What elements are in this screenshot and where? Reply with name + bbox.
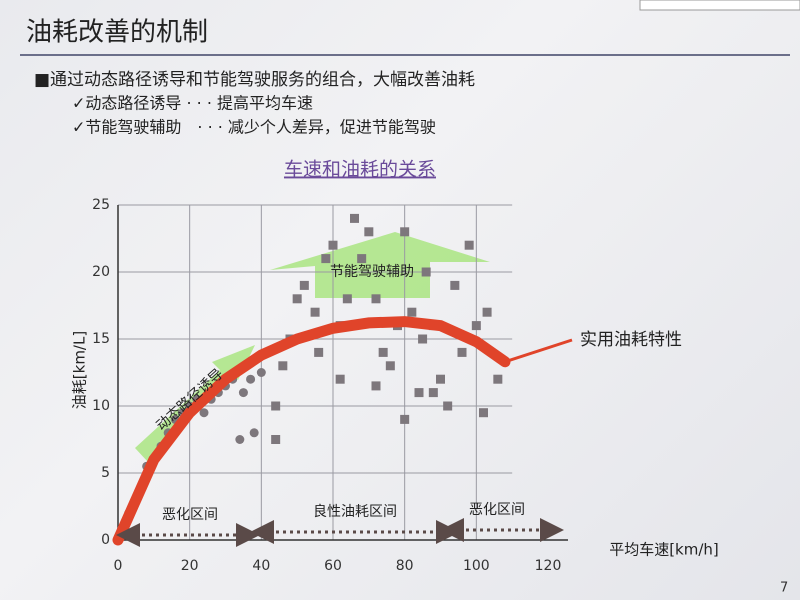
header-box [639, 0, 800, 11]
page-number: 7 [780, 581, 788, 596]
scatter-point [418, 334, 428, 344]
y-tick-label: 25 [92, 197, 110, 213]
scatter-point [371, 381, 381, 391]
x-tick-label: 100 [463, 558, 490, 574]
annotation: 节能驾驶辅助 [330, 264, 414, 280]
scatter-point [464, 240, 474, 250]
callout-line [504, 338, 573, 364]
curve-label: 实用油耗特性 [580, 330, 682, 350]
x-tick-label: 60 [324, 558, 342, 574]
scatter-point [238, 388, 248, 398]
scatter-point [436, 374, 445, 384]
scatter-point [342, 294, 352, 304]
scatter-point [292, 294, 302, 304]
x-tick-label: 120 [535, 558, 562, 574]
scatter-point [443, 401, 453, 411]
annotation: 良性油耗区间 [313, 504, 397, 520]
scatter-point [421, 267, 431, 277]
scatter-point [479, 408, 488, 418]
x-axis-label: 平均车速[km/h] [609, 541, 719, 559]
scatter-point [310, 307, 320, 317]
scatter-point [235, 435, 245, 444]
y-tick-label: 15 [92, 331, 110, 347]
scatter-point [378, 347, 388, 357]
x-tick-label: 0 [114, 558, 123, 574]
eco-arrow [270, 232, 490, 298]
scatter-point [314, 347, 324, 357]
y-tick-label: 0 [101, 532, 110, 548]
scatter-point [278, 361, 288, 371]
characteristic-curve [112, 316, 511, 546]
scatter-point [335, 374, 345, 384]
scatter-point [400, 414, 410, 424]
y-tick-label: 5 [101, 465, 110, 481]
scatter-point [321, 254, 331, 264]
x-tick-label: 80 [396, 558, 414, 574]
scatter-point [385, 361, 395, 371]
chart-title: 车速和油耗的关系 [284, 159, 436, 181]
scatter-point [471, 321, 481, 331]
scatter-point [457, 347, 467, 357]
annotation: 恶化区间 [162, 507, 218, 523]
scatter-point [414, 388, 424, 398]
sub-bullet: ✓动态路径诱导 · · · 提高平均车速 [72, 94, 313, 113]
scatter-point [350, 213, 359, 223]
scatter-point [428, 388, 438, 398]
scatter-point [450, 280, 460, 290]
y-tick-label: 10 [92, 398, 110, 414]
scatter-point [271, 435, 281, 444]
scatter-point [364, 227, 374, 237]
scatter-point [256, 368, 266, 377]
scatter-point [493, 374, 503, 384]
scatter-point [482, 307, 492, 317]
scatter-point [400, 227, 410, 237]
scatter-point [371, 294, 381, 304]
y-tick-label: 20 [92, 264, 110, 280]
y-axis-label: 油耗[km/L] [71, 331, 89, 409]
scatter-point [271, 401, 281, 411]
scatter-point [357, 254, 367, 264]
slide-title: 油耗改善的机制 [26, 18, 208, 48]
scatter-point [249, 428, 259, 438]
scatter-point [299, 280, 309, 290]
scatter-point [199, 408, 209, 418]
annotation: 恶化区间 [469, 502, 525, 518]
bullet: ■通过动态路径诱导和节能驾驶服务的组合，大幅改善油耗 [34, 70, 475, 90]
x-tick-label: 40 [252, 558, 270, 574]
x-tick-label: 20 [181, 558, 199, 574]
scatter-point [328, 240, 338, 250]
sub-bullet: ✓节能驾驶辅助 · · · 减少个人差异，促进节能驾驶 [72, 118, 436, 137]
scatter-point [407, 307, 417, 317]
scatter-point [246, 374, 256, 384]
